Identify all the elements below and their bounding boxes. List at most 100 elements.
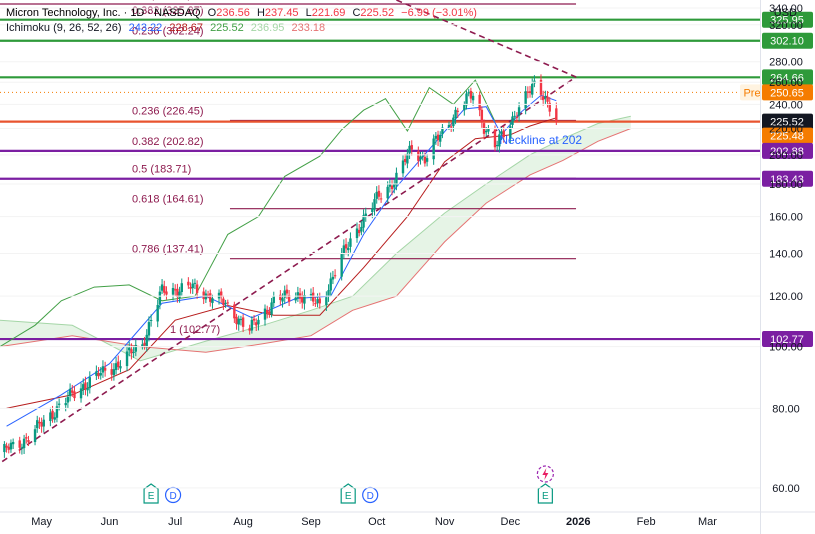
candle-body (526, 91, 530, 93)
candle-body (149, 319, 153, 321)
y-tick-label-100: 100.00 (769, 342, 803, 354)
y-tick-label-340: 340.00 (769, 3, 803, 15)
level-badge-text-5: 202.88 (770, 146, 804, 158)
candle-body (340, 254, 343, 277)
x-tick-label-Dec: Dec (501, 516, 521, 528)
ichimoku-label: Ichimoku (9, 26, 52, 26) (6, 22, 122, 34)
candle-body (233, 304, 236, 319)
candle-body (64, 403, 67, 406)
candle-body (327, 290, 330, 296)
candle-body (285, 289, 289, 294)
candle-body (189, 286, 192, 289)
x-tick-label-May: May (31, 516, 52, 528)
level-badge-text-0: 325.95 (770, 15, 804, 27)
candle-body (97, 372, 100, 377)
candle-body (11, 441, 15, 445)
candle-body (511, 116, 514, 126)
candle-body (165, 291, 168, 295)
senkou-span-a-line (0, 115, 631, 362)
earnings-icon (143, 483, 159, 504)
senkou-span-b-line (0, 128, 631, 353)
tenkan-sen-line (6, 94, 557, 427)
candle-body (130, 349, 133, 354)
x-tick-label-Oct: Oct (368, 516, 385, 528)
close-label: C (352, 7, 361, 19)
level-badge-5 (762, 142, 813, 159)
fib-label-6: 0.618 (164.61) (132, 194, 204, 206)
candle-body (112, 369, 116, 376)
candle-body (257, 319, 260, 325)
candle-body (9, 442, 13, 450)
candle-body (469, 90, 473, 99)
x-tick-label-Jul: Jul (168, 516, 182, 528)
candle-body (42, 419, 46, 427)
candle-body (110, 369, 113, 375)
candle-body (467, 92, 470, 94)
candle-body (375, 191, 378, 199)
y-tick-label-140: 140.00 (769, 249, 803, 261)
cloud-fill (0, 116, 631, 361)
candle-body (33, 429, 37, 442)
horizontal-levels: 325.95 302.10 264.66 225.52 225.48 202.88 183.… (0, 11, 813, 348)
candle-body (88, 377, 91, 389)
level-badge-text-3: 225.52 (770, 117, 804, 129)
candle-body (325, 297, 328, 306)
fib-label-7: 0.786 (137.41) (132, 244, 204, 256)
earnings-icon-label: E (148, 491, 155, 502)
symbol-header: Micron Technology, Inc. · 1D · NASDAQ O2… (6, 7, 481, 19)
currency-label[interactable]: USD (773, 7, 797, 19)
candle-body (371, 208, 374, 213)
candle-body (206, 294, 210, 296)
candle-body (36, 420, 39, 429)
high-label: H (256, 7, 265, 19)
candle-body (195, 284, 199, 293)
candle-body (531, 83, 534, 95)
candle-body (393, 184, 396, 188)
span-b-value: 233.18 (291, 22, 326, 34)
open-value: 236.56 (216, 7, 250, 19)
candle-body (82, 384, 85, 390)
candle-body (103, 367, 107, 371)
level-badge-7 (762, 331, 813, 348)
candle-body (224, 302, 227, 305)
candle-body (241, 317, 245, 327)
candle-body (237, 318, 240, 325)
candle-body (329, 278, 332, 291)
candle-body (524, 91, 527, 109)
chikou-span-line (0, 79, 496, 348)
candle-body (132, 351, 135, 353)
candle-body (263, 308, 267, 320)
ichimoku-legend[interactable]: Ichimoku (9, 26, 52, 26) 243.22 228.67 2… (6, 22, 329, 34)
candle-body (268, 311, 271, 314)
candle-body (309, 294, 313, 296)
candle-body (360, 226, 363, 232)
candle-body (163, 286, 166, 293)
level-badge-text-4: 225.48 (770, 131, 804, 143)
candle-body (487, 128, 490, 132)
candle-body (294, 297, 297, 301)
candle-body (18, 440, 21, 448)
candle-body (318, 298, 321, 304)
candle-body (493, 129, 497, 148)
candle-body (388, 184, 392, 187)
y-tick-label-260: 260.00 (769, 77, 803, 89)
candle-body (432, 138, 435, 160)
candle-body (73, 391, 76, 399)
candle-body (452, 117, 455, 127)
candle-body (53, 417, 56, 420)
candle-body (515, 117, 519, 119)
fib-label-5: 0.5 (183.71) (132, 163, 191, 175)
high-value: 237.45 (264, 7, 299, 19)
candle-body (439, 134, 442, 142)
span-a-value: 236.95 (250, 22, 285, 34)
level-badge-0 (762, 11, 813, 28)
candle-body (436, 134, 440, 141)
candle-body (222, 298, 225, 305)
candle-body (156, 304, 159, 322)
x-tick-label-Aug: Aug (233, 516, 253, 528)
candle-body (252, 318, 256, 321)
candle-body (379, 198, 383, 200)
candle-body (408, 145, 411, 154)
